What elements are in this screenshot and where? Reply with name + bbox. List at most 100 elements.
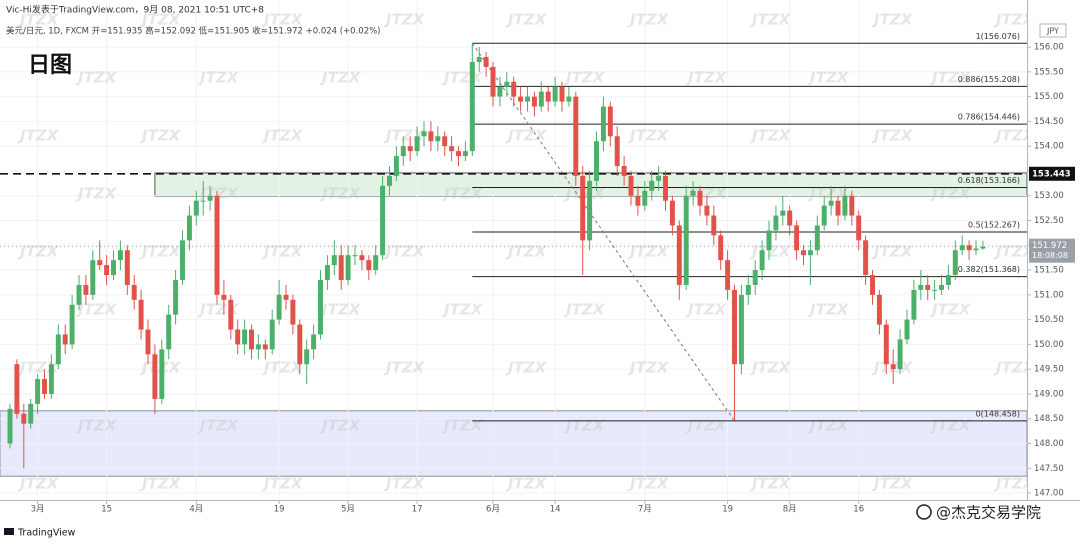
candle-body <box>649 180 655 191</box>
candle-body <box>297 324 303 365</box>
candle-body <box>200 200 206 202</box>
watermark: JTZX <box>261 11 304 29</box>
watermark: JTZX <box>929 417 972 435</box>
watermark: JTZX <box>505 11 548 29</box>
candle-body <box>338 255 344 280</box>
fib-label: 0.382(151.368) <box>958 265 1020 274</box>
candle-body <box>173 279 179 315</box>
candle-body <box>552 86 558 102</box>
candle-body <box>890 364 896 370</box>
candle-body <box>497 86 503 97</box>
candle-body <box>925 284 931 290</box>
candle-body <box>683 195 689 285</box>
candle-body <box>780 210 786 216</box>
candle-body <box>525 96 530 102</box>
candle-body <box>621 166 627 176</box>
candle-body <box>966 245 972 251</box>
candle-body <box>380 185 386 256</box>
candle-body <box>262 344 268 350</box>
watermark: JTZX <box>807 417 850 435</box>
watermark: JTZX <box>505 359 548 377</box>
watermark: JTZX <box>441 301 484 319</box>
price-axis-bg <box>1027 0 1080 547</box>
watermark: JTZX <box>807 69 850 87</box>
watermark: JTZX <box>871 11 914 29</box>
candle-body <box>952 250 958 276</box>
candle-body <box>635 195 641 206</box>
candle-body <box>14 364 20 414</box>
candle-body <box>883 324 889 365</box>
candle-body <box>718 235 724 261</box>
countdown: 18:08:08 <box>1032 251 1068 260</box>
watermark: JTZX <box>563 417 606 435</box>
candle-body <box>421 131 427 137</box>
candle-body <box>42 379 47 394</box>
candle-body <box>973 248 979 251</box>
candle-body <box>269 319 275 350</box>
candle-body <box>97 260 103 266</box>
watermark: JTZX <box>441 417 484 435</box>
candle-body <box>732 289 737 365</box>
candle-body <box>83 284 89 295</box>
watermark: JTZX <box>383 11 426 29</box>
candle-body <box>932 289 938 291</box>
candle-body <box>959 245 965 251</box>
candle-body <box>400 146 406 157</box>
candle-body <box>345 255 351 280</box>
fib-label: 0(148.458) <box>976 409 1020 418</box>
y-tick-label: 150.00 <box>1034 340 1064 350</box>
candle-body <box>366 260 372 271</box>
watermark: JTZX <box>871 127 914 145</box>
candle-body <box>7 408 13 444</box>
x-tick-label: 16 <box>853 505 864 515</box>
candle-body <box>559 86 565 102</box>
watermark: JTZX <box>17 11 60 29</box>
watermark: JTZX <box>685 185 728 203</box>
candle-body <box>580 175 586 241</box>
candle-body <box>138 299 144 330</box>
candle-body <box>283 294 289 300</box>
x-tick-label: 17 <box>412 505 423 515</box>
candle-body <box>511 81 517 97</box>
watermark: JTZX <box>993 475 1036 493</box>
candle-body <box>863 240 869 276</box>
watermark: JTZX <box>749 475 792 493</box>
currency: JPY <box>1046 27 1059 36</box>
y-tick-label: 151.00 <box>1034 290 1064 300</box>
watermark: JTZX <box>383 475 426 493</box>
candle-body <box>124 250 130 285</box>
candle-body <box>897 339 903 370</box>
candle-body <box>462 151 468 157</box>
fib-label: 0.886(155.208) <box>958 75 1020 84</box>
candle-body <box>876 294 882 325</box>
candle-body <box>221 294 227 300</box>
tv-logo: TradingView <box>4 528 76 539</box>
candle-body <box>939 284 944 290</box>
candle-body <box>711 215 717 236</box>
candle-body <box>276 294 282 320</box>
candle-body <box>835 200 841 216</box>
candle-body <box>663 175 668 201</box>
x-tick-label: 3月 <box>31 505 45 515</box>
candle-body <box>628 175 634 196</box>
candle-body <box>980 246 986 249</box>
trend-line <box>471 43 735 422</box>
candle-body <box>255 344 261 350</box>
candle-body <box>469 61 475 152</box>
candle-body <box>104 265 110 276</box>
y-tick-label: 150.50 <box>1034 315 1064 325</box>
candle-body <box>945 275 951 285</box>
candle-body <box>794 225 800 251</box>
candle-body <box>35 379 41 404</box>
watermark: JTZX <box>505 243 548 261</box>
watermark: JTZX <box>627 475 670 493</box>
candle-body <box>131 284 137 300</box>
candle-body <box>538 91 544 107</box>
watermark: JTZX <box>807 185 850 203</box>
candle-body <box>318 279 323 335</box>
watermark: JTZX <box>441 185 484 203</box>
candle-body <box>814 225 820 251</box>
x-tick-label: 14 <box>550 505 561 515</box>
candle-body <box>235 329 241 345</box>
watermark: JTZX <box>319 301 362 319</box>
